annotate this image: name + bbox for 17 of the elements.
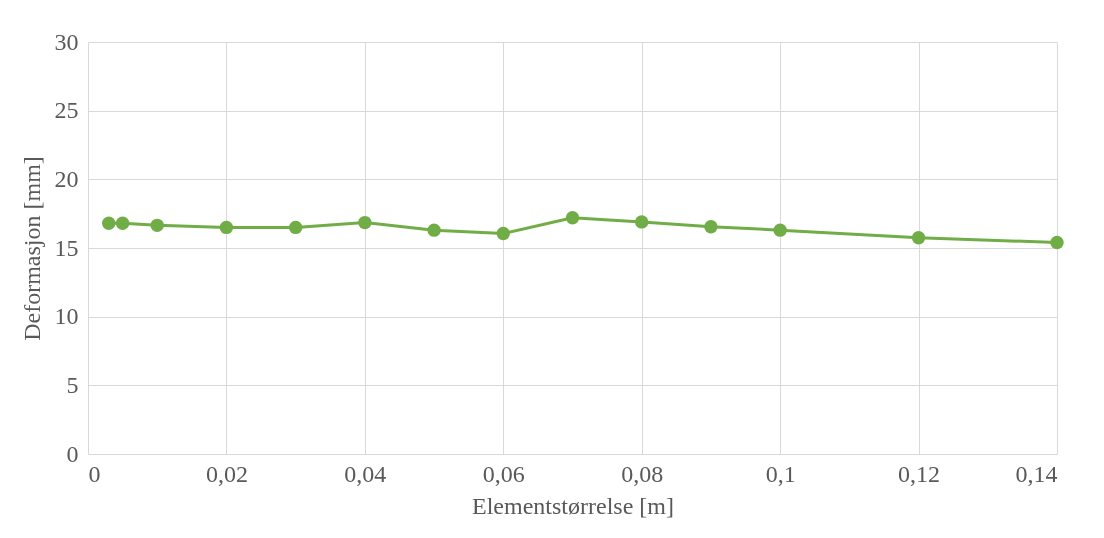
y-tick-label: 20 bbox=[54, 165, 79, 192]
x-tick-label: 0 bbox=[88, 460, 101, 487]
y-tick-label: 10 bbox=[54, 303, 79, 330]
x-tick-label: 0,1 bbox=[765, 460, 796, 487]
x-tick-label: 0,08 bbox=[621, 460, 664, 487]
x-axis-title: Elementstørrelse [m] bbox=[472, 492, 674, 519]
y-tick-label: 30 bbox=[54, 28, 79, 55]
x-tick-label: 0,02 bbox=[205, 460, 248, 487]
x-tick-label: 0,06 bbox=[482, 460, 525, 487]
y-axis-title: Deformasjon [mm] bbox=[18, 156, 45, 341]
y-tick-label: 0 bbox=[66, 440, 79, 467]
y-tick-label: 25 bbox=[54, 97, 79, 124]
x-tick-label: 0,12 bbox=[898, 460, 941, 487]
y-tick-label: 15 bbox=[54, 234, 79, 261]
y-tick-label: 5 bbox=[66, 371, 79, 398]
x-tick-label: 0,04 bbox=[344, 460, 387, 487]
x-tick-label: 0,14 bbox=[1015, 460, 1058, 487]
